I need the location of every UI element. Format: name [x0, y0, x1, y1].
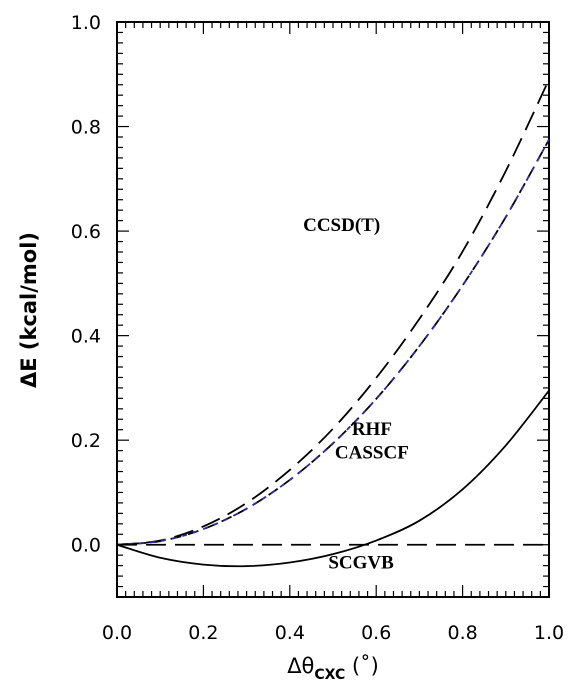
tick-marks [116, 21, 550, 598]
tick-labels: 0.0 0.2 0.4 0.6 0.8 1.0 0.0 0.2 0.4 0.6 0.8 1.0 [71, 12, 564, 644]
x-tick-label: 0.4 [275, 622, 305, 644]
x-axis-title-sub: CXC [314, 667, 345, 683]
y-tick-label: 0.2 [71, 430, 101, 452]
series-label: RHF [352, 419, 392, 440]
y-tick-label: 0.4 [71, 326, 101, 348]
x-axis-title: ΔθCXC (˚) [287, 654, 379, 683]
series-label: CCSD(T) [303, 215, 380, 236]
x-axis-title-main: Δθ [287, 654, 314, 678]
x-tick-label: 0.6 [361, 622, 391, 644]
series-lines [116, 79, 550, 568]
y-tick-label: 0.0 [71, 535, 101, 557]
x-tick-label: 1.0 [534, 622, 564, 644]
plot-frame [116, 21, 550, 598]
x-tick-label: 0.2 [188, 622, 218, 644]
series-label: CASSCF [335, 442, 409, 463]
y-tick-label: 1.0 [71, 12, 101, 34]
y-axis-title: ΔE (kcal/mol) [17, 232, 41, 388]
series-line-scgvb [116, 389, 550, 568]
x-tick-label: 0.8 [447, 622, 477, 644]
series-line-casscf [116, 139, 550, 546]
series-line-ccsd-t [116, 79, 550, 546]
y-tick-label: 0.8 [71, 117, 101, 139]
x-tick-label: 0.0 [102, 622, 132, 644]
series-label: SCGVB [328, 552, 394, 573]
x-axis-title-unit: (˚) [345, 654, 379, 678]
y-tick-label: 0.6 [71, 221, 101, 243]
series-line-rhf [116, 139, 550, 546]
